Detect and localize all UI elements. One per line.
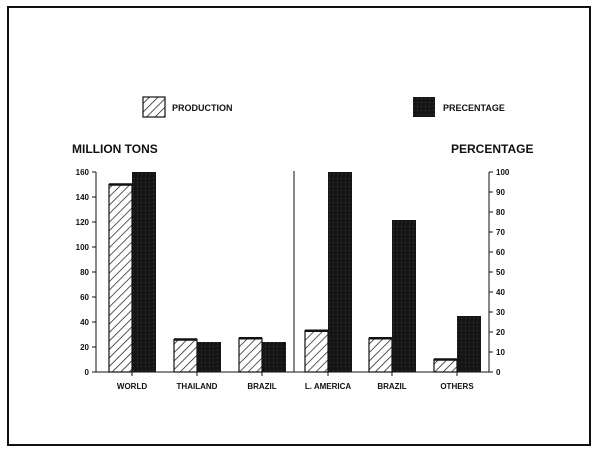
left-tick-label: 80 bbox=[80, 268, 89, 277]
category-label: OTHERS bbox=[440, 382, 474, 391]
category-label: BRAZIL bbox=[377, 382, 406, 391]
bars bbox=[108, 172, 481, 376]
right-tick-label: 70 bbox=[496, 228, 505, 237]
legend-production-label: PRODUCTION bbox=[172, 103, 233, 113]
percentage-bar bbox=[132, 172, 156, 372]
right-tick-label: 10 bbox=[496, 348, 505, 357]
axes: 0 20 40 60 80 100 120 140 160 0 10 20 30 40 50 60 70 80 90… bbox=[76, 168, 510, 377]
production-bar bbox=[108, 183, 133, 373]
right-tick-label: 100 bbox=[496, 168, 510, 177]
right-tick-label: 80 bbox=[496, 208, 505, 217]
legend-production-swatch bbox=[142, 96, 166, 118]
category-label: BRAZIL bbox=[247, 382, 276, 391]
legend-percentage-swatch bbox=[413, 97, 435, 117]
right-tick-label: 90 bbox=[496, 188, 505, 197]
legend: PRODUCTION PRECENTAGE bbox=[142, 96, 505, 118]
production-bar bbox=[304, 330, 329, 373]
left-tick-label: 0 bbox=[85, 368, 90, 377]
left-tick-label: 20 bbox=[80, 343, 89, 352]
right-tick-label: 0 bbox=[496, 368, 501, 377]
category-labels: WORLD THAILAND BRAZIL L. AMERICA BRAZIL OTHER… bbox=[117, 382, 474, 391]
percentage-bar bbox=[457, 316, 481, 372]
percentage-bar bbox=[197, 342, 221, 372]
production-bar bbox=[238, 337, 263, 373]
left-axis-title: MILLION TONS bbox=[72, 142, 158, 156]
right-tick-label: 50 bbox=[496, 268, 505, 277]
production-bar bbox=[368, 337, 393, 373]
left-tick-label: 160 bbox=[76, 168, 90, 177]
production-bar bbox=[433, 358, 458, 373]
category-label: L. AMERICA bbox=[305, 382, 352, 391]
production-bar bbox=[173, 338, 198, 373]
category-label: WORLD bbox=[117, 382, 147, 391]
left-tick-label: 140 bbox=[76, 193, 90, 202]
right-tick-label: 30 bbox=[496, 308, 505, 317]
left-tick-label: 40 bbox=[80, 318, 89, 327]
right-tick-label: 20 bbox=[496, 328, 505, 337]
right-tick-label: 40 bbox=[496, 288, 505, 297]
legend-percentage-label: PRECENTAGE bbox=[443, 103, 505, 113]
right-tick-label: 60 bbox=[496, 248, 505, 257]
right-axis-title: PERCENTAGE bbox=[451, 142, 533, 156]
category-label: THAILAND bbox=[177, 382, 218, 391]
percentage-bar bbox=[262, 342, 286, 372]
percentage-bar bbox=[328, 172, 352, 372]
chart-frame bbox=[7, 6, 591, 446]
percentage-bar bbox=[392, 220, 416, 372]
left-tick-label: 120 bbox=[76, 218, 90, 227]
left-tick-label: 60 bbox=[80, 293, 89, 302]
left-tick-label: 100 bbox=[76, 243, 90, 252]
